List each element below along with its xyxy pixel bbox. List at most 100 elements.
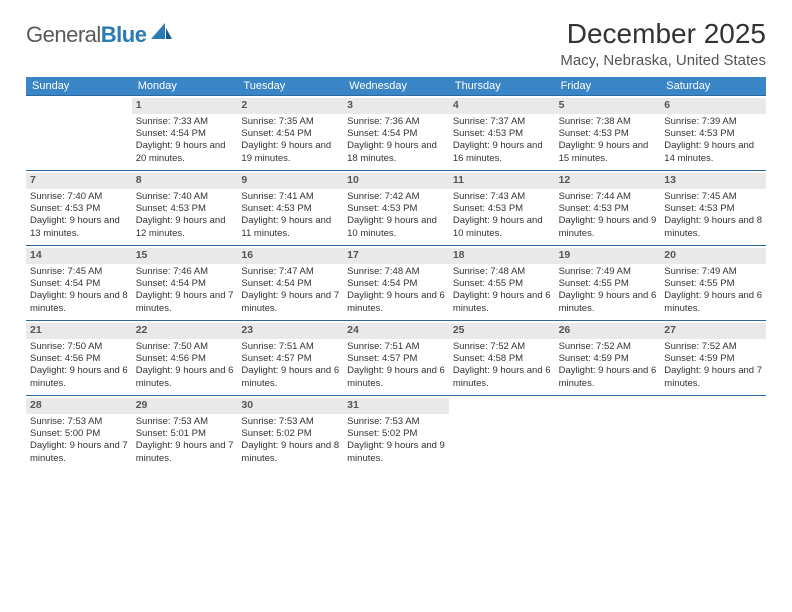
sunset-text: Sunset: 4:54 PM xyxy=(347,128,445,140)
sunrise-text: Sunrise: 7:50 AM xyxy=(30,341,128,353)
daylight-text: Daylight: 9 hours and 6 minutes. xyxy=(347,290,445,315)
sunrise-text: Sunrise: 7:36 AM xyxy=(347,116,445,128)
day-number: 27 xyxy=(660,323,766,339)
day-cell: 26 Sunrise: 7:52 AMSunset: 4:59 PMDayligh… xyxy=(555,321,661,395)
day-cell: 29Sunrise: 7:53 AMSunset: 5:01 PMDayligh… xyxy=(132,396,238,470)
sunrise-text: Sunrise: 7:53 AM xyxy=(136,416,234,428)
day-cell: 14Sunrise: 7:45 AMSunset: 4:54 PMDayligh… xyxy=(26,246,132,320)
day-cell: 20Sunrise: 7:49 AMSunset: 4:55 PMDayligh… xyxy=(660,246,766,320)
daylight-text: Daylight: 9 hours and 8 minutes. xyxy=(30,290,128,315)
day-number: 16 xyxy=(237,248,343,264)
sunrise-text: Sunrise: 7:49 AM xyxy=(664,266,762,278)
sunrise-text: Sunrise: 7:40 AM xyxy=(30,191,128,203)
daylight-text: Daylight: 9 hours and 18 minutes. xyxy=(347,140,445,165)
sunset-text: Sunset: 4:53 PM xyxy=(136,203,234,215)
day-cell: 21Sunrise: 7:50 AMSunset: 4:56 PMDayligh… xyxy=(26,321,132,395)
day-number: 22 xyxy=(132,323,238,339)
sunrise-text: Sunrise: 7:46 AM xyxy=(136,266,234,278)
day-cell: 17Sunrise: 7:48 AMSunset: 4:54 PMDayligh… xyxy=(343,246,449,320)
dow-cell: Monday xyxy=(132,77,238,95)
sunset-text: Sunset: 4:53 PM xyxy=(664,128,762,140)
sunset-text: Sunset: 4:57 PM xyxy=(241,353,339,365)
week-row: 1Sunrise: 7:33 AMSunset: 4:54 PMDaylight… xyxy=(26,95,766,170)
daylight-text: Daylight: 9 hours and 13 minutes. xyxy=(30,215,128,240)
daylight-text: Daylight: 9 hours and 8 minutes. xyxy=(241,440,339,465)
daylight-text: Daylight: 9 hours and 8 minutes. xyxy=(664,215,762,240)
day-number: 31 xyxy=(343,398,449,414)
sunrise-text: Sunrise: 7:53 AM xyxy=(347,416,445,428)
sunset-text: Sunset: 4:56 PM xyxy=(136,353,234,365)
sunset-text: Sunset: 4:54 PM xyxy=(241,128,339,140)
dow-cell: Sunday xyxy=(26,77,132,95)
day-number: 17 xyxy=(343,248,449,264)
sunset-text: Sunset: 4:54 PM xyxy=(136,128,234,140)
sunset-text: Sunset: 4:54 PM xyxy=(241,278,339,290)
sunset-text: Sunset: 4:53 PM xyxy=(559,128,657,140)
sunrise-text: Sunrise: 7:51 AM xyxy=(241,341,339,353)
day-number: 25 xyxy=(449,323,555,339)
sunrise-text: Sunrise: 7:51 AM xyxy=(347,341,445,353)
sunset-text: Sunset: 4:54 PM xyxy=(136,278,234,290)
week-row: 14Sunrise: 7:45 AMSunset: 4:54 PMDayligh… xyxy=(26,245,766,320)
sunset-text: Sunset: 4:53 PM xyxy=(453,203,551,215)
sunrise-text: Sunrise: 7:35 AM xyxy=(241,116,339,128)
sunrise-text: Sunrise: 7:43 AM xyxy=(453,191,551,203)
day-cell: 28Sunrise: 7:53 AMSunset: 5:00 PMDayligh… xyxy=(26,396,132,470)
sunrise-text: Sunrise: 7:44 AM xyxy=(559,191,657,203)
day-cell: 3Sunrise: 7:36 AMSunset: 4:54 PMDaylight… xyxy=(343,96,449,170)
day-of-week-row: SundayMondayTuesdayWednesdayThursdayFrid… xyxy=(26,77,766,95)
sunset-text: Sunset: 4:53 PM xyxy=(347,203,445,215)
sunset-text: Sunset: 4:56 PM xyxy=(30,353,128,365)
day-number: 26 xyxy=(555,323,661,339)
dow-cell: Saturday xyxy=(660,77,766,95)
day-number: 30 xyxy=(237,398,343,414)
day-number: 12 xyxy=(555,173,661,189)
day-number: 9 xyxy=(237,173,343,189)
daylight-text: Daylight: 9 hours and 7 minutes. xyxy=(664,365,762,390)
location: Macy, Nebraska, United States xyxy=(560,52,766,69)
daylight-text: Daylight: 9 hours and 9 minutes. xyxy=(559,215,657,240)
title-block: December 2025 Macy, Nebraska, United Sta… xyxy=(560,18,766,69)
sunset-text: Sunset: 5:02 PM xyxy=(241,428,339,440)
sunrise-text: Sunrise: 7:40 AM xyxy=(136,191,234,203)
day-number: 24 xyxy=(343,323,449,339)
day-cell: 18Sunrise: 7:48 AMSunset: 4:55 PMDayligh… xyxy=(449,246,555,320)
sunset-text: Sunset: 4:54 PM xyxy=(347,278,445,290)
month-title: December 2025 xyxy=(560,18,766,50)
daylight-text: Daylight: 9 hours and 9 minutes. xyxy=(347,440,445,465)
daylight-text: Daylight: 9 hours and 6 minutes. xyxy=(559,365,657,390)
day-cell: 9Sunrise: 7:41 AMSunset: 4:53 PMDaylight… xyxy=(237,171,343,245)
day-number: 1 xyxy=(132,98,238,114)
week-row: 7Sunrise: 7:40 AMSunset: 4:53 PMDaylight… xyxy=(26,170,766,245)
day-number: 2 xyxy=(237,98,343,114)
day-cell: 15Sunrise: 7:46 AMSunset: 4:54 PMDayligh… xyxy=(132,246,238,320)
day-cell: 1Sunrise: 7:33 AMSunset: 4:54 PMDaylight… xyxy=(132,96,238,170)
sunrise-text: Sunrise: 7:52 AM xyxy=(559,341,657,353)
day-cell: 11Sunrise: 7:43 AMSunset: 4:53 PMDayligh… xyxy=(449,171,555,245)
day-number: 23 xyxy=(237,323,343,339)
day-number: 18 xyxy=(449,248,555,264)
day-number: 5 xyxy=(555,98,661,114)
dow-cell: Wednesday xyxy=(343,77,449,95)
sunrise-text: Sunrise: 7:45 AM xyxy=(30,266,128,278)
daylight-text: Daylight: 9 hours and 16 minutes. xyxy=(453,140,551,165)
sunrise-text: Sunrise: 7:45 AM xyxy=(664,191,762,203)
day-number: 20 xyxy=(660,248,766,264)
day-number: 7 xyxy=(26,173,132,189)
logo: GeneralBlue xyxy=(26,18,174,48)
sunrise-text: Sunrise: 7:53 AM xyxy=(241,416,339,428)
daylight-text: Daylight: 9 hours and 14 minutes. xyxy=(664,140,762,165)
sunrise-text: Sunrise: 7:49 AM xyxy=(559,266,657,278)
sunset-text: Sunset: 4:57 PM xyxy=(347,353,445,365)
day-number: 29 xyxy=(132,398,238,414)
logo-text: GeneralBlue xyxy=(26,22,146,48)
sunrise-text: Sunrise: 7:50 AM xyxy=(136,341,234,353)
daylight-text: Daylight: 9 hours and 7 minutes. xyxy=(30,440,128,465)
week-row: 28Sunrise: 7:53 AMSunset: 5:00 PMDayligh… xyxy=(26,395,766,470)
sunset-text: Sunset: 4:53 PM xyxy=(453,128,551,140)
sunrise-text: Sunrise: 7:41 AM xyxy=(241,191,339,203)
day-cell: 19Sunrise: 7:49 AMSunset: 4:55 PMDayligh… xyxy=(555,246,661,320)
sunset-text: Sunset: 4:59 PM xyxy=(559,353,657,365)
dow-cell: Tuesday xyxy=(237,77,343,95)
day-number: 15 xyxy=(132,248,238,264)
